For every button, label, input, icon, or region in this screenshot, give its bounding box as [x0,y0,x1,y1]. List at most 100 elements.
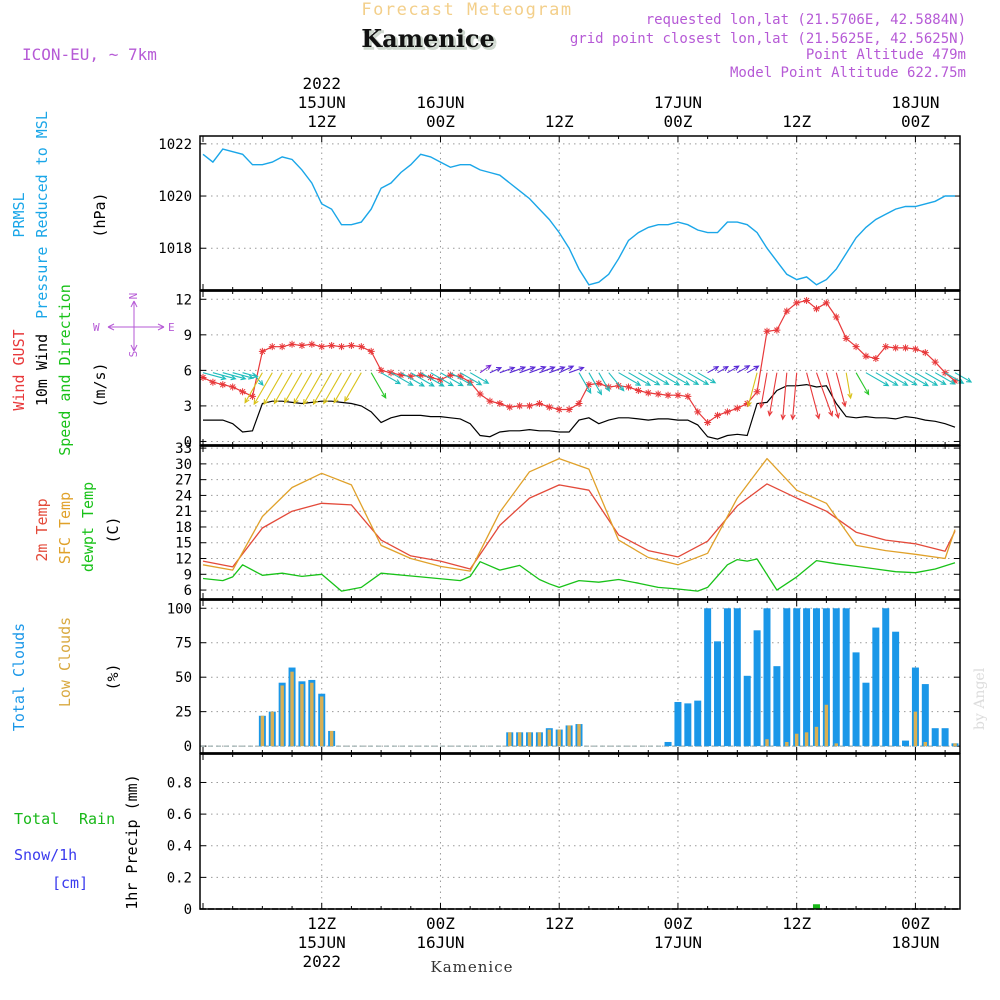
location-title-front: Kamenice [361,24,495,53]
wind-direction-arrow [370,372,387,400]
gust-marker [793,299,801,307]
total-cloud-bar [812,608,820,747]
temperature-ytick-label: 33 [175,441,192,457]
wind-direction-arrow [212,372,237,381]
wind-direction-arrow [222,372,247,381]
low-cloud-bar [923,741,928,747]
model-altitude: Model Point Altitude 622.75m [730,65,966,81]
cloud-unit: (%) [104,663,122,690]
wind-direction-arrow [746,365,760,374]
wind-panel: 0 3 6 9 12 [175,291,960,450]
compass-n: N [127,293,140,300]
precip-unit: 1hr Precip (mm) [123,774,141,909]
gust-marker [684,392,692,400]
clouds-ytick-label: 0 [184,739,192,755]
total-cloud-bar [902,740,910,747]
footer-location: Kamenice [431,958,514,976]
low-cloud-bar [577,724,581,747]
pressure-label-1: PRMSL [10,192,28,237]
wind-direction-arrow [232,372,255,380]
gust-marker [753,388,761,396]
time-tick-label: 16JUN [416,93,464,112]
wind-direction-arrow [648,372,670,386]
wind-direction-arrow [657,372,681,386]
wind-unit: (m/s) [91,362,109,407]
wind-direction-arrow [519,366,537,374]
total-cloud-bar [704,608,712,747]
wind-direction-arrow [767,372,778,417]
gust-marker [921,349,929,357]
clouds-ytick-label: 100 [167,601,192,617]
wind-direction-arrow [323,372,342,405]
gust-marker [812,305,820,313]
compass-s: S [127,351,140,358]
temp-panel-labels: 2m Temp SFC Temp dewpt Temp (C) [33,482,122,572]
gust-marker [446,371,454,379]
wind-direction-arrow [895,372,918,386]
gust-marker [882,343,890,351]
gust-marker [674,391,682,399]
wind-frame [199,290,961,446]
total-cloud-bar [714,641,722,747]
gust-marker [288,340,296,348]
gust-marker [298,341,306,349]
point-altitude: Point Altitude 479m [806,47,966,63]
wind-direction-arrow [499,366,516,374]
low-cloud-bar [537,732,542,747]
wind-direction-arrow [460,372,483,386]
gust-marker [555,405,563,413]
time-tick-label: 12Z [307,914,336,933]
total-cloud-bar [664,741,672,747]
compass-e: E [168,321,175,334]
temp2m-label: 2m Temp [33,498,51,561]
wind-direction-arrow [578,372,592,395]
low-cloud-bar [824,704,829,747]
total-cloud-bar [763,608,771,747]
time-tick-label: 18JUN [891,93,939,112]
total-cloud-bar [892,631,900,747]
gust-marker [506,403,514,411]
wind-direction-arrow [905,372,929,387]
compass-w: W [93,321,100,334]
total-label: Total [14,810,59,828]
gust-marker [733,404,741,412]
wind-direction-arrow [925,372,947,386]
snow-label: Snow/1h [14,846,77,864]
temp-unit: (C) [104,516,122,543]
dewpt-line [202,558,956,592]
gust-marker [318,343,326,351]
wind-direction-arrow [707,365,720,374]
wind-direction-arrow [608,372,625,392]
gust-marker [338,343,346,351]
low-cloud-bar [290,671,294,747]
time-tick-label: 2022 [302,952,341,971]
wind-direction-arrow [915,372,939,386]
wind-direction-arrow [263,372,283,406]
pressure-panel-labels: PRMSL Pressure Reduced to MSL (hPa) [10,111,109,319]
temperature-ytick-label: 27 [175,473,192,489]
wind-direction-arrow [875,372,899,386]
compass-legend: W E N S [93,293,175,358]
time-tick-label: 00Z [663,112,692,131]
pressure-frame [199,135,961,291]
gust-marker [545,403,553,411]
wind-ytick-label: 6 [184,363,192,379]
gust-marker [634,387,642,395]
wind-direction-arrow [283,372,303,404]
wind-direction-arrow [825,372,840,420]
time-tick-label: 00Z [663,914,692,933]
gust-marker [664,391,672,399]
time-tick-label: 12Z [545,112,574,131]
wind-direction-arrow [440,372,464,387]
total-cloud-bar [852,652,860,747]
gust-marker [219,381,227,389]
total-cloud-bar [921,684,929,747]
direction-label: Speed and Direction [56,284,74,456]
gust-marker [862,352,870,360]
total-cloud-bar [822,608,830,747]
low-cloud-bar [765,739,769,747]
gust-marker [654,390,662,398]
gust-marker [595,379,603,387]
pressure-ytick-label: 1018 [158,241,192,257]
